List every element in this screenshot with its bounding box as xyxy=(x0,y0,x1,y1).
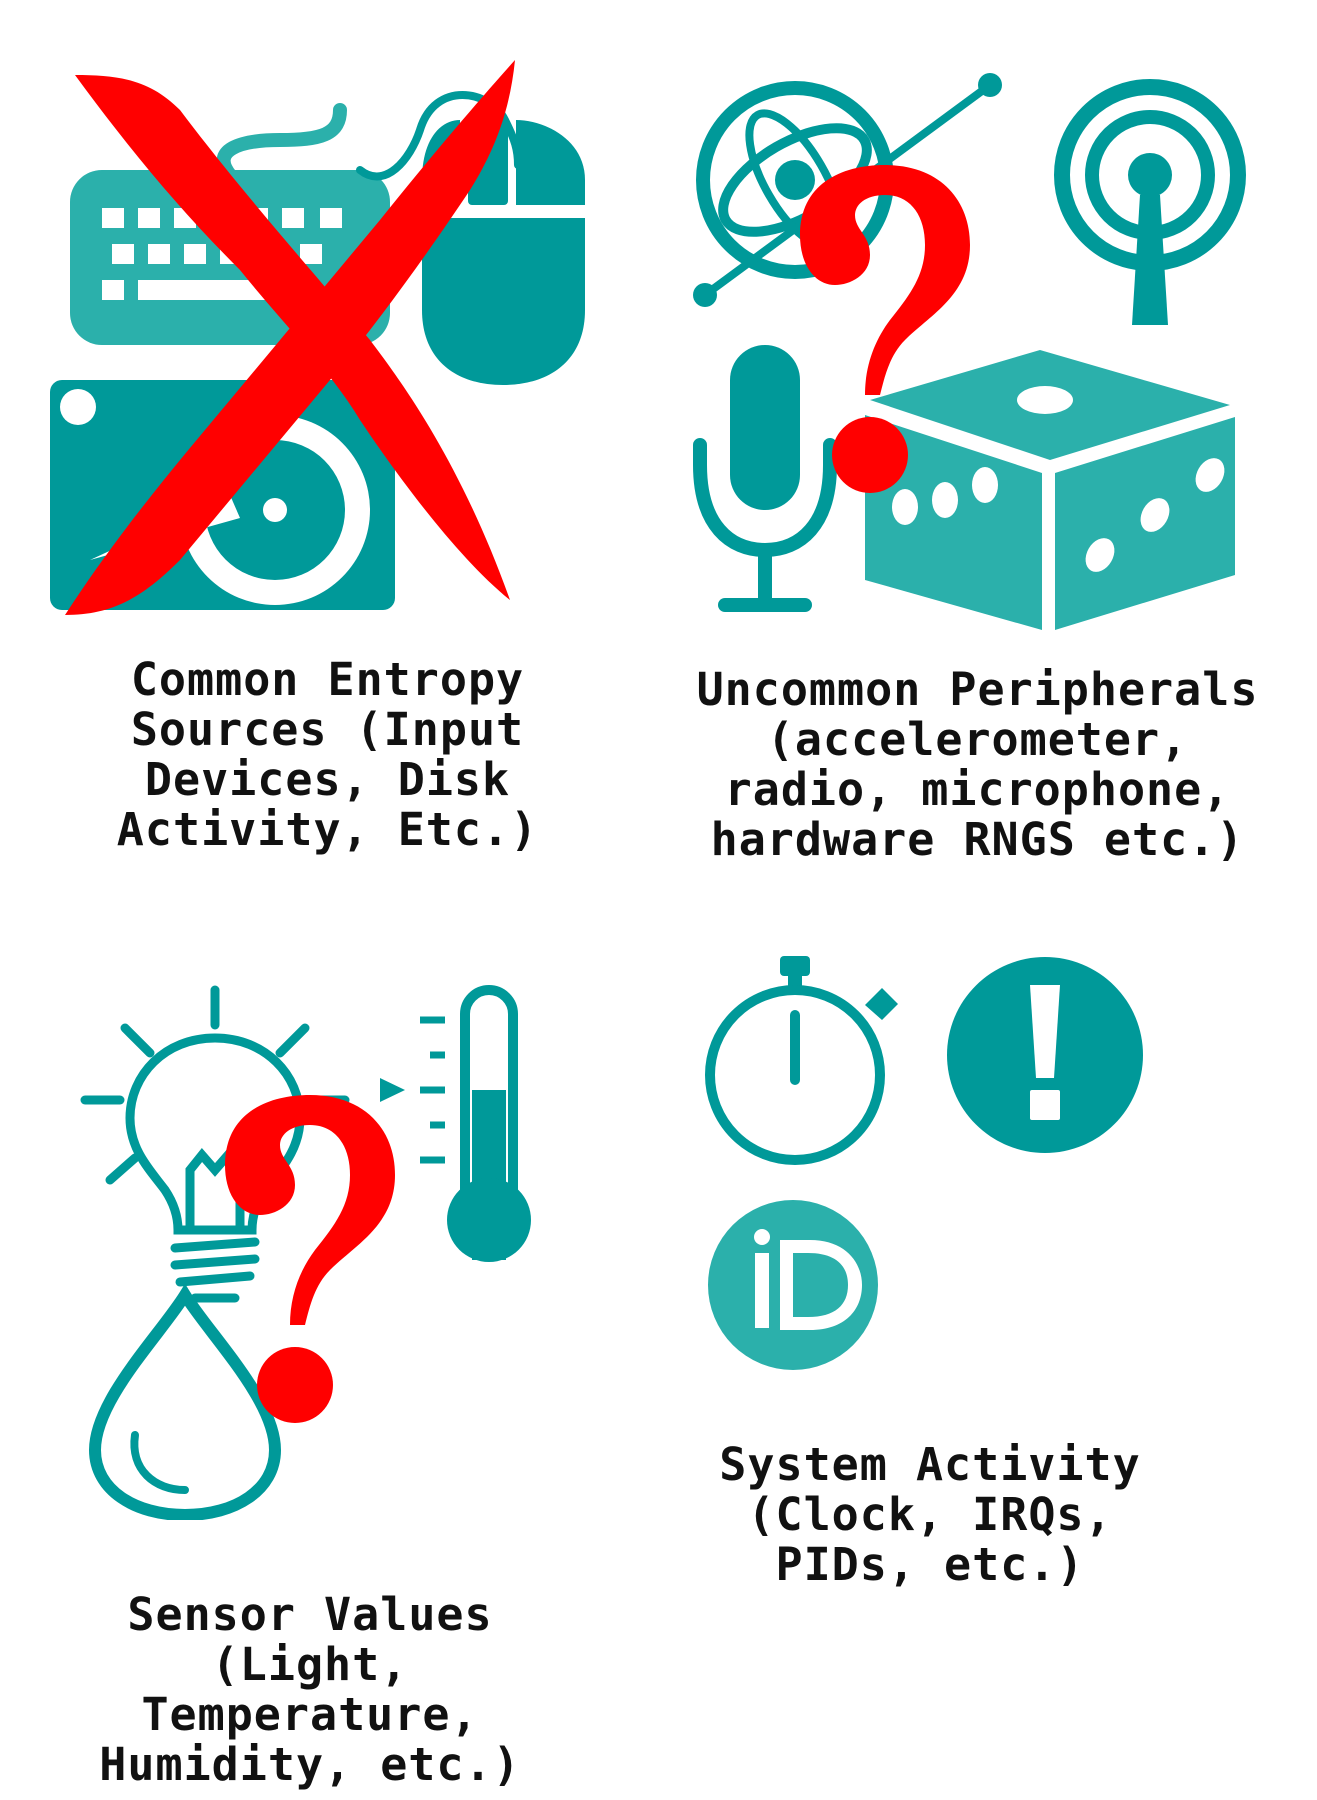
caption-line: Devices, Disk xyxy=(144,753,511,806)
sensor-values-caption: Sensor Values (Light, Temperature, Humid… xyxy=(55,1590,565,1790)
id-icon xyxy=(708,1200,878,1370)
uncommon-peripherals-caption: Uncommon Peripherals (accelerometer, rad… xyxy=(655,665,1300,865)
caption-line: System Activity xyxy=(719,1438,1141,1491)
caption-line: Uncommon Peripherals xyxy=(696,663,1259,716)
thermometer-icon xyxy=(380,985,531,1262)
caption-line: (Clock, IRQs, xyxy=(747,1488,1113,1541)
exclamation-icon xyxy=(947,957,1143,1153)
dice-icon xyxy=(865,350,1235,630)
sensor-values-icons xyxy=(80,985,531,1520)
red-cross-icon xyxy=(65,60,515,615)
caption-line: Sensor Values xyxy=(127,1588,493,1641)
caption-line: (Light, xyxy=(211,1638,409,1691)
caption-line: Humidity, etc.) xyxy=(99,1738,521,1791)
caption-line: hardware RNGS etc.) xyxy=(710,813,1245,866)
system-activity-icons xyxy=(705,956,1143,1370)
caption-line: PIDs, etc.) xyxy=(775,1538,1085,1591)
stopwatch-icon xyxy=(705,956,898,1165)
water-drop-icon xyxy=(88,1283,282,1520)
system-activity-caption: System Activity (Clock, IRQs, PIDs, etc.… xyxy=(660,1440,1200,1590)
caption-line: Common Entropy xyxy=(130,653,525,706)
caption-line: (accelerometer, xyxy=(766,713,1189,766)
uncommon-peripherals-icons xyxy=(693,73,1246,630)
common-sources-icons xyxy=(50,60,585,615)
caption-line: radio, microphone, xyxy=(724,763,1231,816)
caption-line: Sources (Input xyxy=(130,703,525,756)
microphone-icon xyxy=(693,345,837,612)
caption-line: Activity, Etc.) xyxy=(116,803,539,856)
radio-icon xyxy=(1054,79,1246,325)
question-mark-icon xyxy=(800,165,970,493)
question-mark-icon xyxy=(225,1095,395,1423)
caption-line: Temperature, xyxy=(141,1688,479,1741)
lightbulb-icon xyxy=(80,985,350,1303)
common-sources-caption: Common Entropy Sources (Input Devices, D… xyxy=(55,655,600,855)
